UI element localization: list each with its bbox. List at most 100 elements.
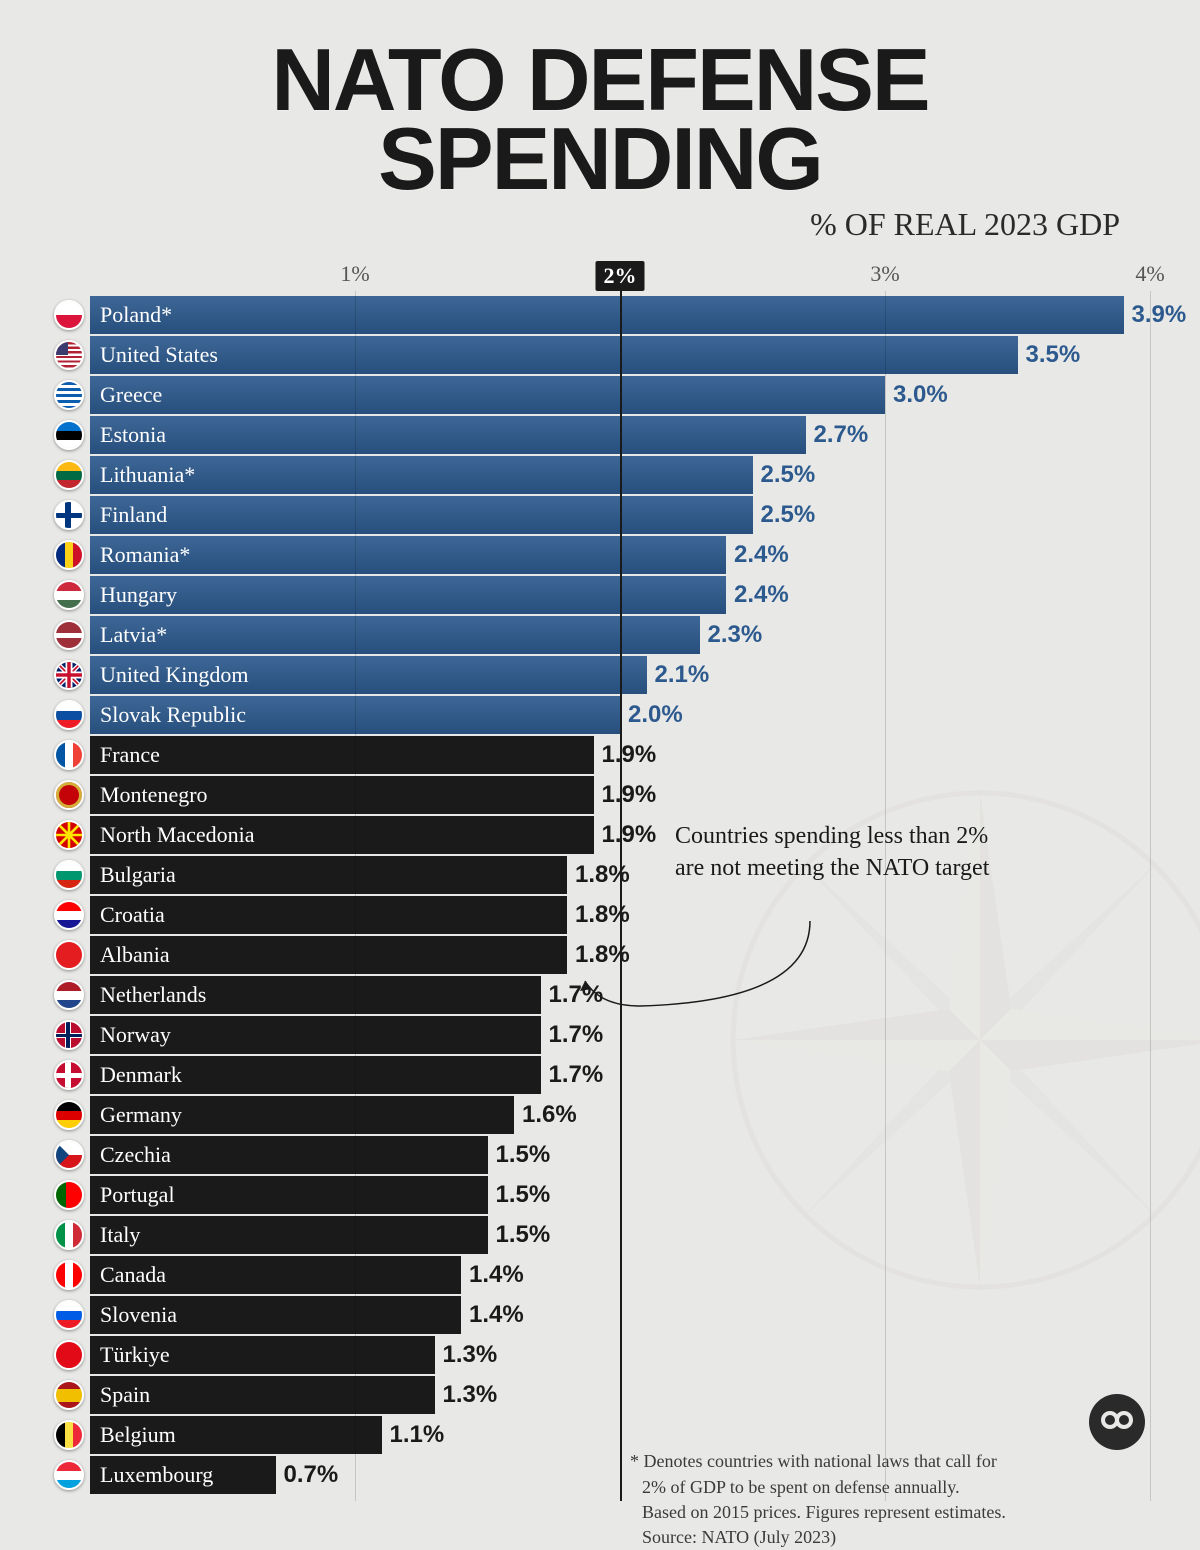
bar-value: 1.9% bbox=[602, 781, 657, 809]
bar-value: 1.7% bbox=[549, 1021, 604, 1049]
country-label: Türkiye bbox=[100, 1342, 170, 1368]
bar-row: Türkiye1.3% bbox=[50, 1335, 1150, 1375]
country-label: Finland bbox=[100, 502, 167, 528]
bar-row: Greece 3.0% bbox=[50, 375, 1150, 415]
bar-row: Italy 1.5% bbox=[50, 1215, 1150, 1255]
country-label: Slovenia bbox=[100, 1302, 177, 1328]
flag-icon bbox=[54, 1100, 84, 1130]
bar-value: 1.4% bbox=[469, 1261, 524, 1289]
flag-icon bbox=[54, 300, 84, 330]
x-axis: 1%2%3%4% bbox=[90, 261, 1150, 291]
bar-row: Slovenia1.4% bbox=[50, 1295, 1150, 1335]
country-label: Netherlands bbox=[100, 982, 206, 1008]
bar-value: 1.1% bbox=[390, 1421, 445, 1449]
country-label: North Macedonia bbox=[100, 822, 255, 848]
bar-value: 3.0% bbox=[893, 381, 948, 409]
country-label: Latvia* bbox=[100, 622, 167, 648]
country-label: Luxembourg bbox=[100, 1462, 213, 1488]
flag-icon bbox=[54, 580, 84, 610]
gridline bbox=[1150, 291, 1151, 1501]
flag-icon bbox=[54, 1180, 84, 1210]
bar: France bbox=[90, 736, 594, 774]
bar-row: Spain1.3% bbox=[50, 1375, 1150, 1415]
bar: Türkiye bbox=[90, 1336, 435, 1374]
country-label: Hungary bbox=[100, 582, 177, 608]
flag-icon bbox=[54, 420, 84, 450]
bar-value: 1.5% bbox=[496, 1221, 551, 1249]
flag-icon bbox=[54, 1300, 84, 1330]
bar-value: 3.9% bbox=[1132, 301, 1187, 329]
country-label: Croatia bbox=[100, 902, 165, 928]
country-label: Lithuania* bbox=[100, 462, 195, 488]
bar: Lithuania* bbox=[90, 456, 753, 494]
bar: Estonia bbox=[90, 416, 806, 454]
bar: Germany bbox=[90, 1096, 514, 1134]
bar: Czechia bbox=[90, 1136, 488, 1174]
country-label: Canada bbox=[100, 1262, 166, 1288]
bar-row: Hungary 2.4% bbox=[50, 575, 1150, 615]
bar-value: 2.4% bbox=[734, 581, 789, 609]
country-label: Albania bbox=[100, 942, 170, 968]
bar: Norway bbox=[90, 1016, 541, 1054]
bar-row: France1.9% bbox=[50, 735, 1150, 775]
country-label: Poland* bbox=[100, 302, 172, 328]
bar-value: 2.7% bbox=[814, 421, 869, 449]
bar-row: United Kingdom 2.1% bbox=[50, 655, 1150, 695]
country-label: Romania* bbox=[100, 542, 190, 568]
chart-area: 1%2%3%4% Poland*3.9%United States3.5%Gre… bbox=[50, 261, 1150, 1501]
axis-tick: 1% bbox=[340, 261, 369, 287]
bar: Croatia bbox=[90, 896, 567, 934]
bar-row: Denmark1.7% bbox=[50, 1055, 1150, 1095]
flag-icon bbox=[54, 900, 84, 930]
flag-icon bbox=[54, 1060, 84, 1090]
bar: Poland* bbox=[90, 296, 1124, 334]
bars-container: Poland*3.9%United States3.5%Greece3.0%Es… bbox=[50, 295, 1150, 1495]
country-label: United Kingdom bbox=[100, 662, 249, 688]
country-label: Denmark bbox=[100, 1062, 182, 1088]
country-label: Czechia bbox=[100, 1142, 171, 1168]
bar-value: 3.5% bbox=[1026, 341, 1081, 369]
bar-value: 2.4% bbox=[734, 541, 789, 569]
bar-row: Montenegro1.9% bbox=[50, 775, 1150, 815]
target-annotation: Countries spending less than 2% are not … bbox=[675, 821, 995, 883]
flag-icon bbox=[54, 460, 84, 490]
flag-icon bbox=[54, 540, 84, 570]
flag-icon bbox=[54, 740, 84, 770]
country-label: Slovak Republic bbox=[100, 702, 246, 728]
bar-row: Slovak Republic2.0% bbox=[50, 695, 1150, 735]
flag-icon bbox=[54, 340, 84, 370]
country-label: Germany bbox=[100, 1102, 182, 1128]
flag-icon bbox=[54, 980, 84, 1010]
bar: Denmark bbox=[90, 1056, 541, 1094]
bar-value: 1.5% bbox=[496, 1141, 551, 1169]
bar: Romania* bbox=[90, 536, 726, 574]
bar-row: United States 3.5% bbox=[50, 335, 1150, 375]
bar: Portugal bbox=[90, 1176, 488, 1214]
bar-value: 0.7% bbox=[284, 1461, 339, 1489]
country-label: Belgium bbox=[100, 1422, 176, 1448]
flag-icon bbox=[54, 620, 84, 650]
bar-value: 2.1% bbox=[655, 661, 710, 689]
gridline bbox=[355, 291, 356, 1501]
bar-value: 2.5% bbox=[761, 501, 816, 529]
flag-icon bbox=[54, 1220, 84, 1250]
bar-value: 1.9% bbox=[602, 821, 657, 849]
flag-icon bbox=[54, 1020, 84, 1050]
bar-row: Latvia* 2.3% bbox=[50, 615, 1150, 655]
bar-value: 1.6% bbox=[522, 1101, 577, 1129]
bar: North Macedonia bbox=[90, 816, 594, 854]
bar-value: 1.5% bbox=[496, 1181, 551, 1209]
main-title: NATO DEFENSE SPENDING bbox=[50, 40, 1150, 198]
country-label: Norway bbox=[100, 1022, 171, 1048]
bar: Spain bbox=[90, 1376, 435, 1414]
bar-value: 2.3% bbox=[708, 621, 763, 649]
bar: Italy bbox=[90, 1216, 488, 1254]
axis-tick: 3% bbox=[870, 261, 899, 287]
bar-value: 2.5% bbox=[761, 461, 816, 489]
bar: Greece bbox=[90, 376, 885, 414]
bar-row: Albania1.8% bbox=[50, 935, 1150, 975]
flag-icon bbox=[54, 700, 84, 730]
flag-icon bbox=[54, 1340, 84, 1370]
bar: Netherlands bbox=[90, 976, 541, 1014]
bar: United States bbox=[90, 336, 1018, 374]
